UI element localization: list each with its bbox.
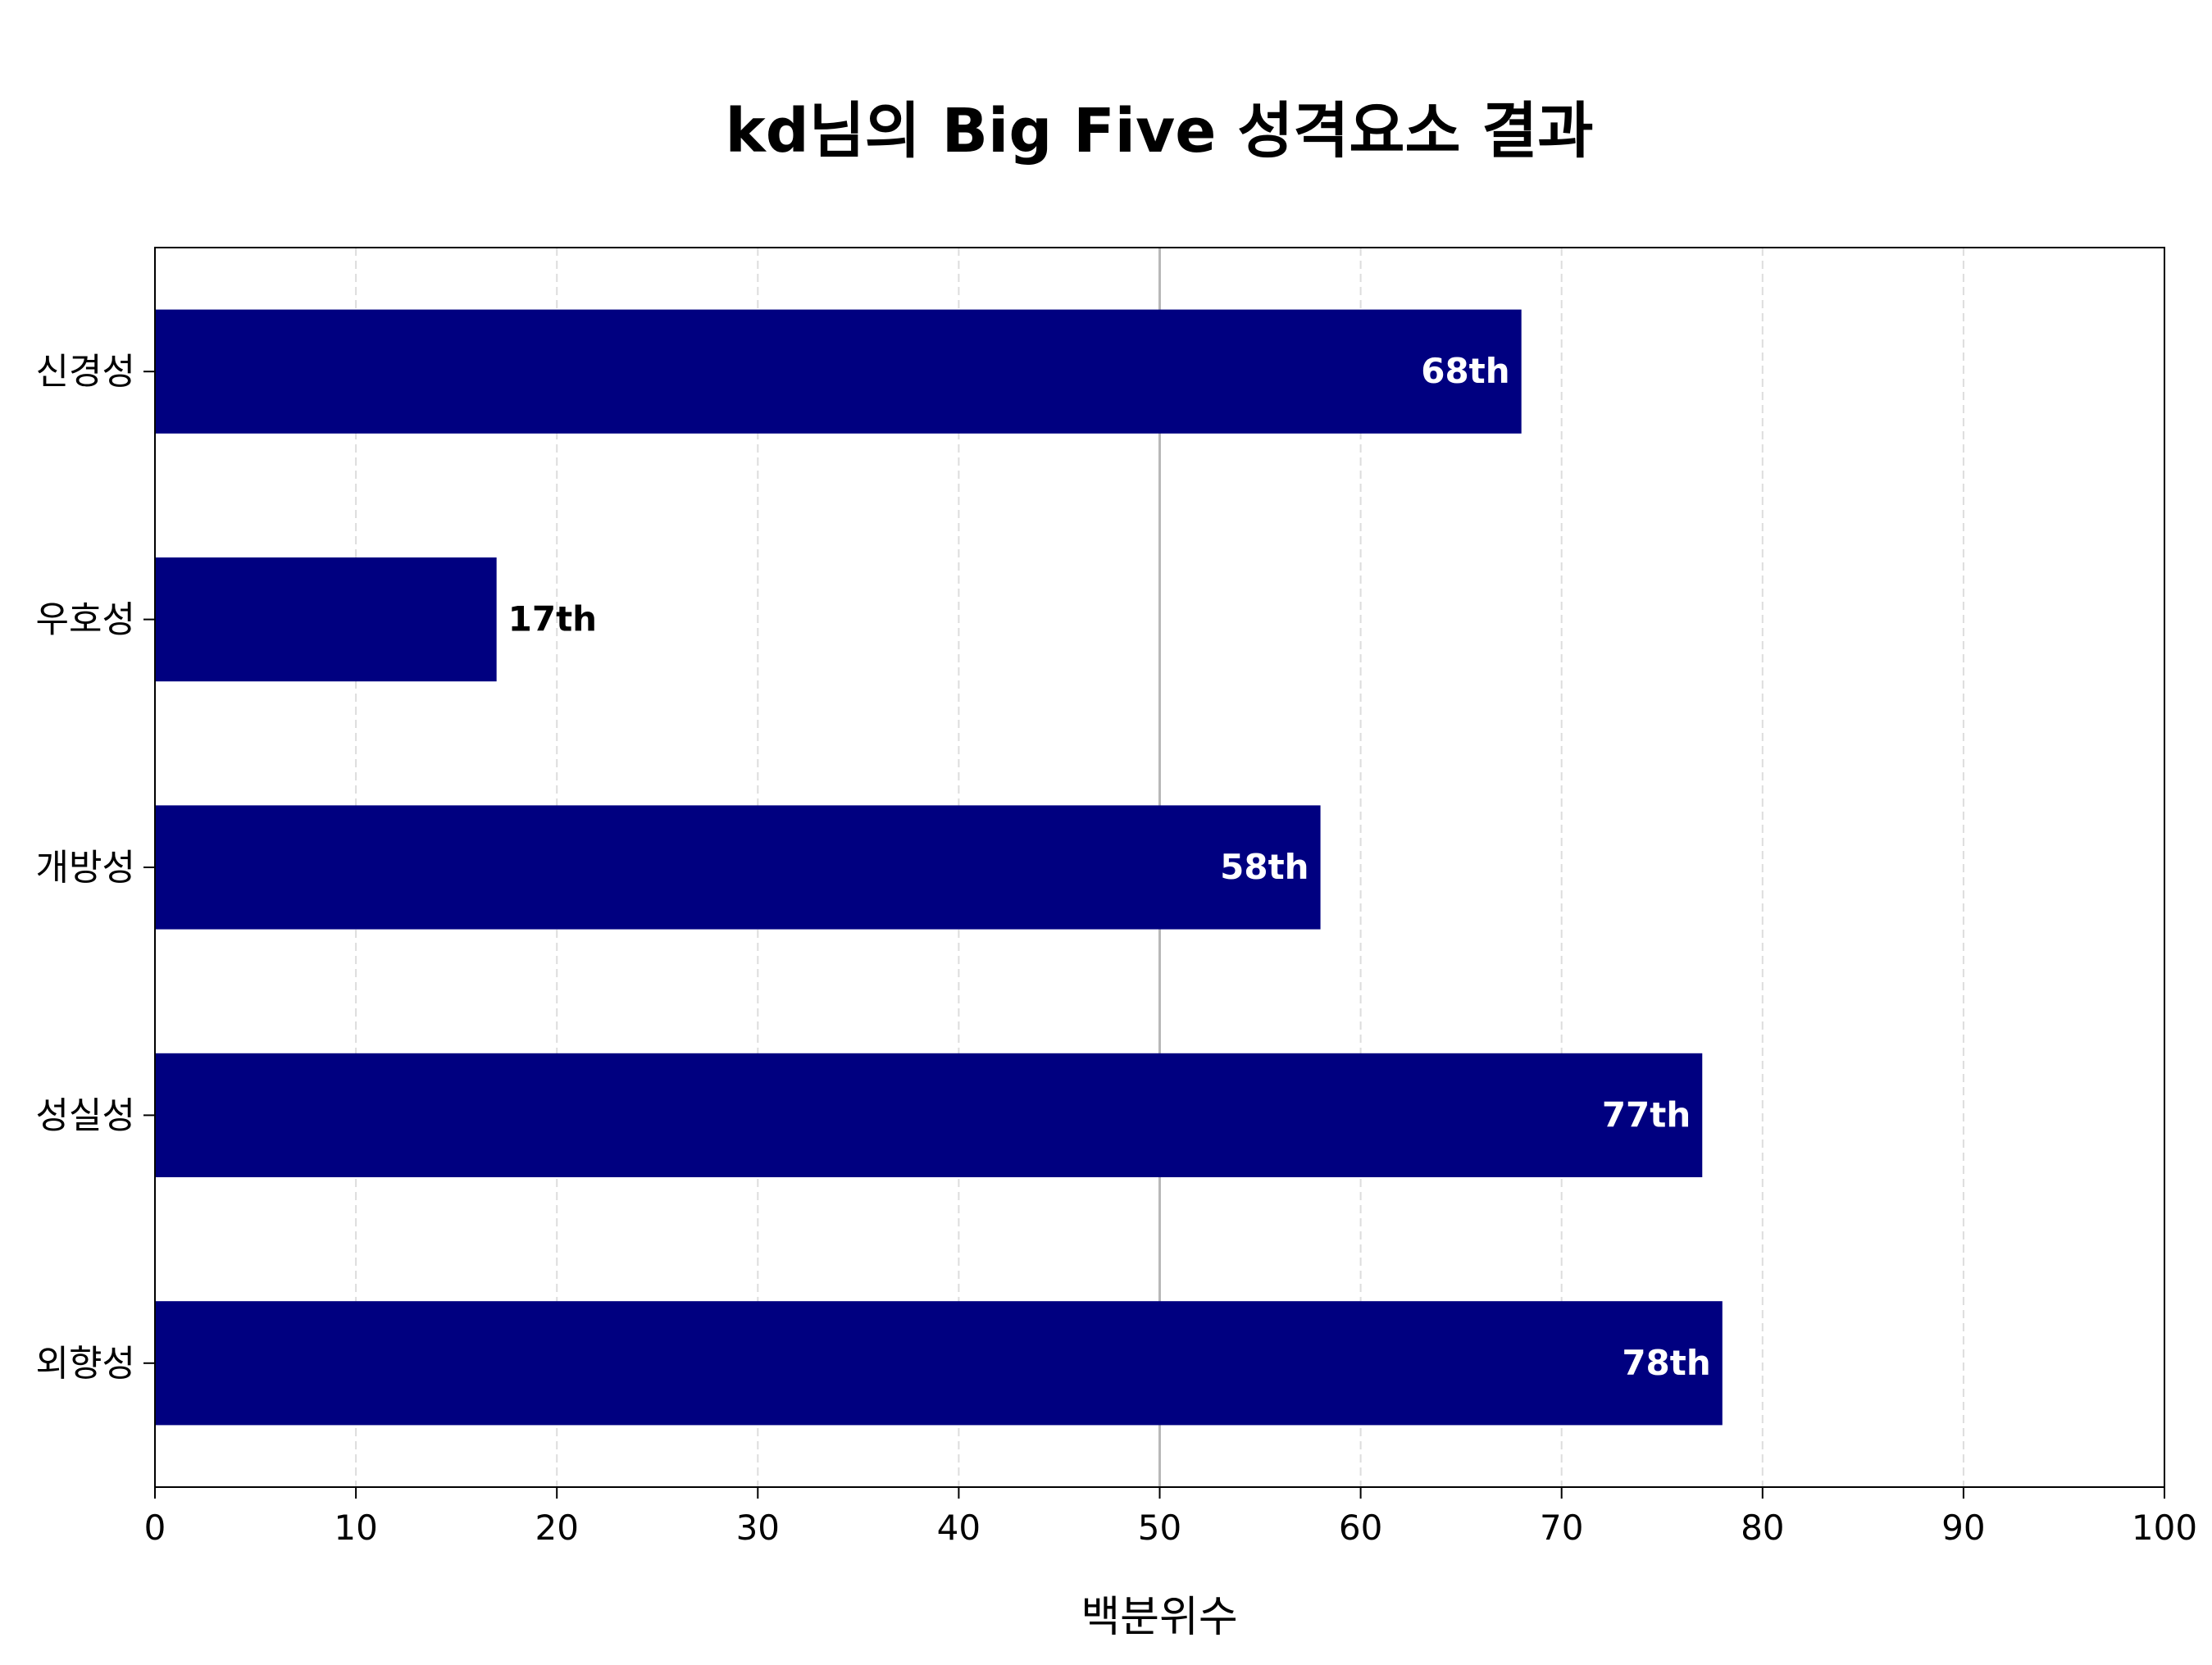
category-label-1: 우호성 [36, 599, 135, 641]
x-tick-label-0: 0 [144, 1508, 166, 1548]
category-label-2: 개방성 [36, 847, 135, 889]
x-tick-label-10: 100 [2132, 1508, 2197, 1548]
bar-3 [155, 1053, 1702, 1177]
x-tick-label-4: 40 [937, 1508, 981, 1548]
bar-0 [155, 310, 1522, 434]
category-label-4: 외향성 [36, 1343, 135, 1385]
bar-series [155, 310, 1723, 1426]
x-tick-label-1: 10 [334, 1508, 377, 1548]
x-tick-label-9: 90 [1941, 1508, 1985, 1548]
data-label-3: 77th [1602, 1094, 1691, 1135]
bar-4 [155, 1301, 1723, 1425]
chart-title: kd님의 Big Five 성격요소 결과 [726, 96, 1594, 166]
data-label-2: 58th [1220, 847, 1309, 887]
x-tick-label-3: 30 [736, 1508, 780, 1548]
category-label-3: 성실성 [36, 1094, 135, 1136]
category-label-0: 신경성 [36, 351, 135, 393]
x-axis-title: 백분위수 [1081, 1593, 1237, 1642]
x-tick-label-8: 80 [1741, 1508, 1784, 1548]
x-tick-label-5: 50 [1138, 1508, 1181, 1548]
x-tick-label-2: 20 [535, 1508, 578, 1548]
x-axis: 0 10 20 30 40 50 60 70 80 90 100 [144, 1487, 2197, 1548]
data-label-4: 78th [1622, 1343, 1710, 1383]
data-label-0: 68th [1421, 351, 1509, 391]
x-tick-label-7: 70 [1540, 1508, 1583, 1548]
data-label-1: 17th [508, 599, 597, 639]
bar-1 [155, 557, 497, 681]
x-tick-label-6: 60 [1339, 1508, 1382, 1548]
bar-2 [155, 805, 1321, 929]
